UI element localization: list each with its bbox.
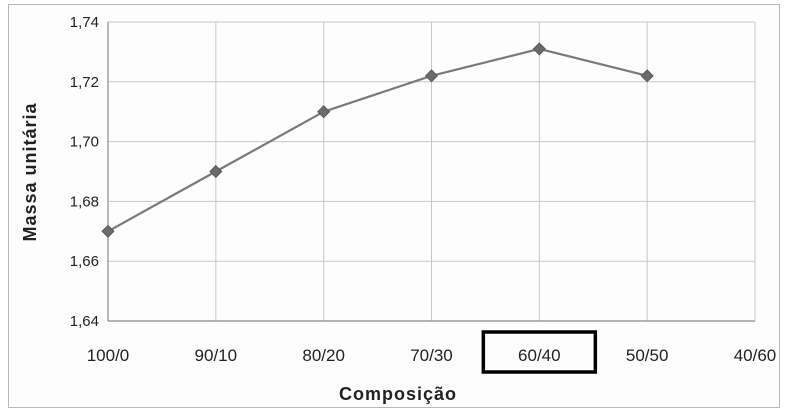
data-point-marker — [424, 69, 439, 83]
x-tick-label: 40/60 — [734, 346, 777, 365]
y-tick-label: 1,68 — [70, 193, 99, 210]
y-axis-title: Massa unitária — [20, 102, 40, 241]
series-line — [107, 47, 648, 233]
x-tick-labels: 100/0 90/10 80/20 70/30 60/40 50/50 40/60 — [87, 346, 777, 365]
y-tick-labels: 1,64 1,66 1,68 1,70 1,72 1,74 — [70, 14, 99, 330]
y-tick-label: 1,66 — [70, 253, 99, 270]
x-tick-label: 80/20 — [302, 346, 345, 365]
data-point-marker — [101, 224, 115, 238]
data-point-marker — [209, 164, 223, 179]
y-tick-label: 1,70 — [70, 134, 99, 151]
x-axis-title: Composição — [339, 384, 457, 404]
y-tick-label: 1,74 — [70, 14, 99, 31]
highlight-box — [481, 330, 598, 374]
series-polyline — [107, 47, 648, 233]
grid-lines — [107, 21, 756, 322]
y-tick-label: 1,72 — [70, 74, 99, 91]
x-tick-label: 50/50 — [626, 346, 669, 365]
x-tick-label: 90/10 — [195, 346, 238, 365]
x-tick-label: 100/0 — [87, 346, 130, 365]
y-tick-label: 1,64 — [70, 313, 99, 330]
x-tick-label: 70/30 — [410, 346, 453, 365]
data-point-marker — [317, 105, 331, 119]
chart-frame — [8, 4, 780, 408]
axes — [107, 22, 755, 322]
data-point-marker — [640, 69, 654, 83]
data-points — [101, 42, 654, 238]
data-point-marker — [532, 42, 546, 56]
x-tick-label: 60/40 — [518, 346, 561, 365]
